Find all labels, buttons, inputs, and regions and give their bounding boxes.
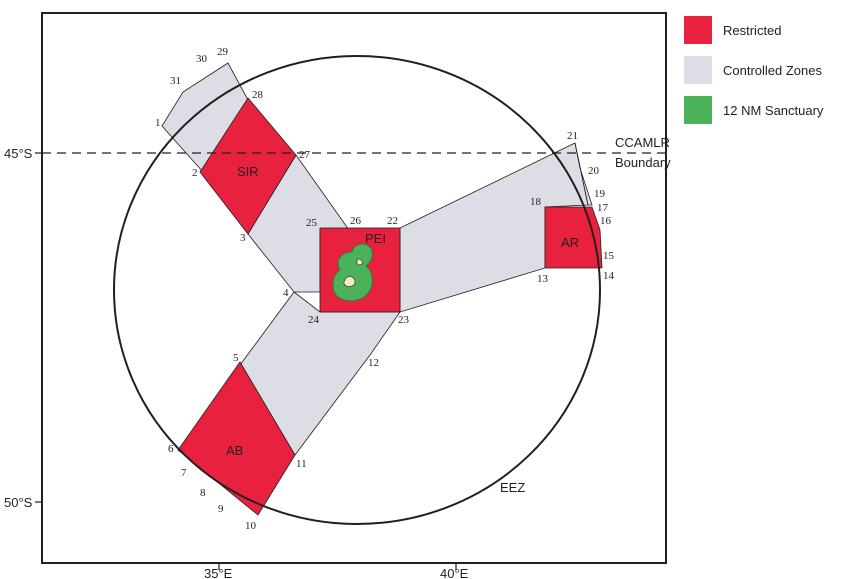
map-frame [41, 12, 667, 564]
point-label: 21 [567, 130, 578, 142]
point-label: 22 [387, 215, 398, 227]
point-label: 14 [603, 270, 615, 282]
legend-item-sanctuary: 12 NM Sanctuary [684, 90, 841, 130]
eez-boundary [113, 55, 601, 525]
point-label: 7 [181, 467, 187, 479]
point-label: 27 [299, 149, 311, 161]
point-label: 30 [196, 53, 208, 65]
point-label: 11 [296, 458, 307, 470]
legend-swatch-restricted [684, 16, 712, 44]
boundary-label: Boundary [615, 155, 671, 170]
point-label: 18 [530, 196, 542, 208]
legend-item-restricted: Restricted [684, 10, 841, 50]
point-label: 23 [398, 314, 410, 326]
point-label: 15 [603, 250, 615, 262]
point-label: 24 [308, 314, 320, 326]
zone-label-ar: AR [561, 235, 579, 250]
ccamlr-label: CCAMLR [615, 135, 670, 150]
point-label: 17 [597, 202, 609, 214]
point-label: 5 [233, 352, 239, 364]
lat-label-45s: 45°S [4, 146, 33, 161]
restricted-zone-ab [177, 361, 296, 516]
point-label: 6 [168, 443, 174, 455]
zone-label-sir: SIR [237, 164, 259, 179]
sanctuary-12nm [332, 243, 373, 302]
island-pei [343, 276, 356, 287]
point-label: 10 [245, 520, 257, 532]
point-label: 16 [600, 215, 612, 227]
legend-swatch-sanctuary [684, 96, 712, 124]
legend-swatch-controlled [684, 56, 712, 84]
legend-item-controlled: Controlled Zones [684, 50, 841, 90]
zone-label-pei: PEI [365, 231, 386, 246]
point-label: 1 [155, 117, 161, 129]
point-label: 29 [217, 46, 229, 58]
point-label: 25 [306, 217, 318, 229]
lon-label-35e: 35°E [204, 566, 233, 579]
point-label: 4 [283, 287, 289, 299]
controlled-zones [161, 62, 593, 456]
vertex-labels: 1 2 3 4 5 6 7 8 9 10 11 12 13 14 15 16 1… [155, 46, 615, 532]
point-label: 28 [252, 89, 264, 101]
point-label: 8 [200, 487, 206, 499]
zone-label-ab: AB [226, 443, 243, 458]
restricted-zone-sir [199, 97, 297, 235]
lon-label-40e: 40°E [440, 566, 469, 579]
legend-label-sanctuary: 12 NM Sanctuary [723, 102, 824, 118]
point-label: 19 [594, 188, 606, 200]
lat-label-50s: 50°S [4, 495, 33, 510]
point-label: 2 [192, 167, 198, 179]
legend-label-controlled: Controlled Zones [723, 62, 822, 78]
controlled-zone-north-edge [574, 142, 593, 206]
point-label: 3 [240, 232, 246, 244]
sanctuary-zone [332, 243, 373, 302]
point-label: 9 [218, 503, 224, 515]
zone-label-eez: EEZ [500, 480, 525, 495]
point-label: 12 [368, 357, 379, 369]
island-marion [356, 258, 363, 266]
legend-label-restricted: Restricted [723, 22, 782, 38]
point-label: 20 [588, 165, 600, 177]
legend: Restricted Controlled Zones 12 NM Sanctu… [684, 10, 841, 130]
point-label: 31 [170, 75, 181, 87]
point-label: 26 [350, 215, 362, 227]
controlled-zone-sir-arm [161, 62, 249, 173]
point-label: 13 [537, 273, 549, 285]
